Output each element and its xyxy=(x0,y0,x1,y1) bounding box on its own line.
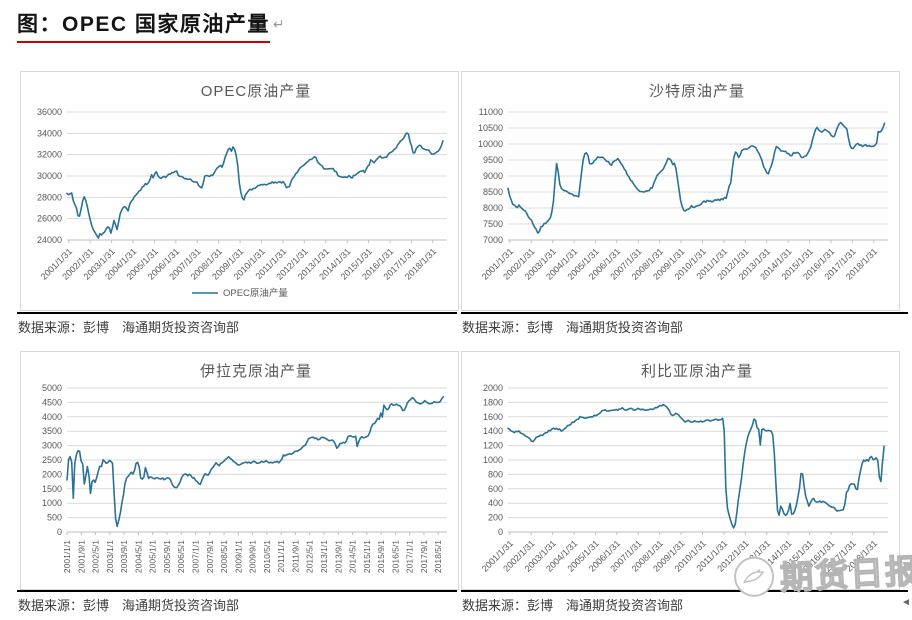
divider-line xyxy=(17,590,457,592)
data-source-note: 数据来源：彭博 海通期货投资咨询部 xyxy=(18,320,240,335)
svg-text:2017/1/1: 2017/1/1 xyxy=(405,540,415,573)
iraq-production-chart: 0 500 1000 1500 2000 2500 3000 3500 4000 4500 5000… xyxy=(42,363,447,573)
svg-text:9000: 9000 xyxy=(483,171,503,181)
svg-text:26000: 26000 xyxy=(37,214,62,224)
svg-text:2006/5/1: 2006/5/1 xyxy=(176,540,186,573)
svg-text:2008/5/1: 2008/5/1 xyxy=(219,540,229,573)
svg-text:2011/1/1: 2011/1/1 xyxy=(276,540,286,573)
svg-text:4500: 4500 xyxy=(42,397,62,407)
svg-text:2000: 2000 xyxy=(42,469,62,479)
svg-text:2004/5/1: 2004/5/1 xyxy=(133,540,143,573)
divider-line xyxy=(461,590,908,592)
svg-text:500: 500 xyxy=(47,513,62,523)
svg-text:2500: 2500 xyxy=(42,455,62,465)
svg-text:7000: 7000 xyxy=(483,235,503,245)
divider-line xyxy=(461,312,908,314)
return-mark-icon: ↵ xyxy=(272,16,285,32)
svg-text:400: 400 xyxy=(488,498,503,508)
svg-text:2003/1/1: 2003/1/1 xyxy=(105,540,115,573)
svg-text:36000: 36000 xyxy=(37,107,62,117)
data-source-note: 数据来源：彭博 海通期货投资咨询部 xyxy=(462,320,684,335)
svg-text:11000: 11000 xyxy=(479,107,503,117)
svg-text:2002/5/1: 2002/5/1 xyxy=(91,540,101,573)
opec-production-chart: 240002600028000300003200034000360002001/… xyxy=(37,83,447,299)
libya-production-chart: 0200400600800100012001400160018002000200… xyxy=(480,363,888,574)
svg-text:9500: 9500 xyxy=(483,155,503,165)
svg-text:0: 0 xyxy=(57,527,62,537)
svg-text:沙特原油产量: 沙特原油产量 xyxy=(649,83,745,100)
svg-text:2018/5/1: 2018/5/1 xyxy=(433,540,443,573)
svg-text:2013/1/1: 2013/1/1 xyxy=(319,540,329,573)
svg-text:2017/9/1: 2017/9/1 xyxy=(419,540,429,573)
svg-text:800: 800 xyxy=(488,469,503,479)
svg-text:4000: 4000 xyxy=(42,412,62,422)
svg-text:8500: 8500 xyxy=(483,187,503,197)
svg-text:24000: 24000 xyxy=(37,235,62,245)
svg-text:1200: 1200 xyxy=(483,441,503,451)
svg-text:2015/9/1: 2015/9/1 xyxy=(376,540,386,573)
svg-text:10500: 10500 xyxy=(478,123,503,133)
svg-text:2015/1/1: 2015/1/1 xyxy=(362,540,372,573)
divider-line xyxy=(17,312,457,314)
svg-text:34000: 34000 xyxy=(37,128,62,138)
svg-text:伊拉克原油产量: 伊拉克原油产量 xyxy=(200,363,312,380)
svg-text:8000: 8000 xyxy=(483,203,503,213)
chart-panel-opec: 24000 26000 28000 30000 32000 34000 36000 2001/… xyxy=(20,71,459,311)
svg-text:2016/5/1: 2016/5/1 xyxy=(390,540,400,573)
svg-text:7500: 7500 xyxy=(483,219,503,229)
svg-text:200: 200 xyxy=(488,513,503,523)
saudi-production-chart: 7000750080008500900095001000010500110002… xyxy=(478,83,888,282)
svg-text:2001/1/1: 2001/1/1 xyxy=(62,540,72,573)
svg-text:2012/5/1: 2012/5/1 xyxy=(305,540,315,573)
svg-text:3000: 3000 xyxy=(42,441,62,451)
chart-panel-libya: 0 200 400 600 800 1000 1200 1400 1600 1800 2000 200… xyxy=(461,351,900,590)
svg-text:OPEC原油产量: OPEC原油产量 xyxy=(223,287,288,299)
svg-text:10000: 10000 xyxy=(478,139,503,149)
svg-text:2001/9/1: 2001/9/1 xyxy=(76,540,86,573)
svg-text:0: 0 xyxy=(498,527,503,537)
svg-text:OPEC原油产量: OPEC原油产量 xyxy=(201,83,312,100)
svg-text:2007/1/1: 2007/1/1 xyxy=(190,540,200,573)
svg-text:2009/1/1: 2009/1/1 xyxy=(233,540,243,573)
svg-text:1400: 1400 xyxy=(483,426,503,436)
page-title: 图：OPEC 国家原油产量 xyxy=(17,8,270,43)
svg-text:2003/9/1: 2003/9/1 xyxy=(119,540,129,573)
svg-text:1000: 1000 xyxy=(42,498,62,508)
data-source-note: 数据来源：彭博 海通期货投资咨询部 xyxy=(18,598,240,613)
svg-text:5000: 5000 xyxy=(42,383,62,393)
svg-text:2011/9/1: 2011/9/1 xyxy=(290,540,300,573)
svg-text:2013/9/1: 2013/9/1 xyxy=(333,540,343,573)
svg-text:3500: 3500 xyxy=(42,426,62,436)
svg-text:2000: 2000 xyxy=(483,383,503,393)
chart-panel-iraq: 0 500 1000 1500 2000 2500 3000 3500 4000 4500 5000… xyxy=(20,351,459,590)
svg-text:32000: 32000 xyxy=(37,150,62,160)
svg-text:28000: 28000 xyxy=(37,192,62,202)
svg-text:2007/9/1: 2007/9/1 xyxy=(205,540,215,573)
svg-text:2005/9/1: 2005/9/1 xyxy=(162,540,172,573)
corner-arrow-icon: ◄ xyxy=(901,597,911,608)
svg-text:2009/9/1: 2009/9/1 xyxy=(248,540,258,573)
page-title-row: 图：OPEC 国家原油产量 ↵ xyxy=(17,8,285,43)
svg-text:600: 600 xyxy=(488,484,503,494)
svg-text:2010/5/1: 2010/5/1 xyxy=(262,540,272,573)
chart-panel-saudi: 7000 7500 8000 8500 9000 9500 10000 10500 11000 2… xyxy=(461,71,900,311)
data-source-note: 数据来源：彭博 海通期货投资咨询部 xyxy=(462,598,684,613)
svg-text:2014/5/1: 2014/5/1 xyxy=(348,540,358,573)
svg-text:1600: 1600 xyxy=(483,412,503,422)
svg-text:30000: 30000 xyxy=(37,171,62,181)
svg-text:2005/1/1: 2005/1/1 xyxy=(148,540,158,573)
svg-text:1500: 1500 xyxy=(42,484,62,494)
svg-text:1800: 1800 xyxy=(483,397,503,407)
svg-text:利比亚原油产量: 利比亚原油产量 xyxy=(641,363,753,380)
svg-text:1000: 1000 xyxy=(483,455,503,465)
